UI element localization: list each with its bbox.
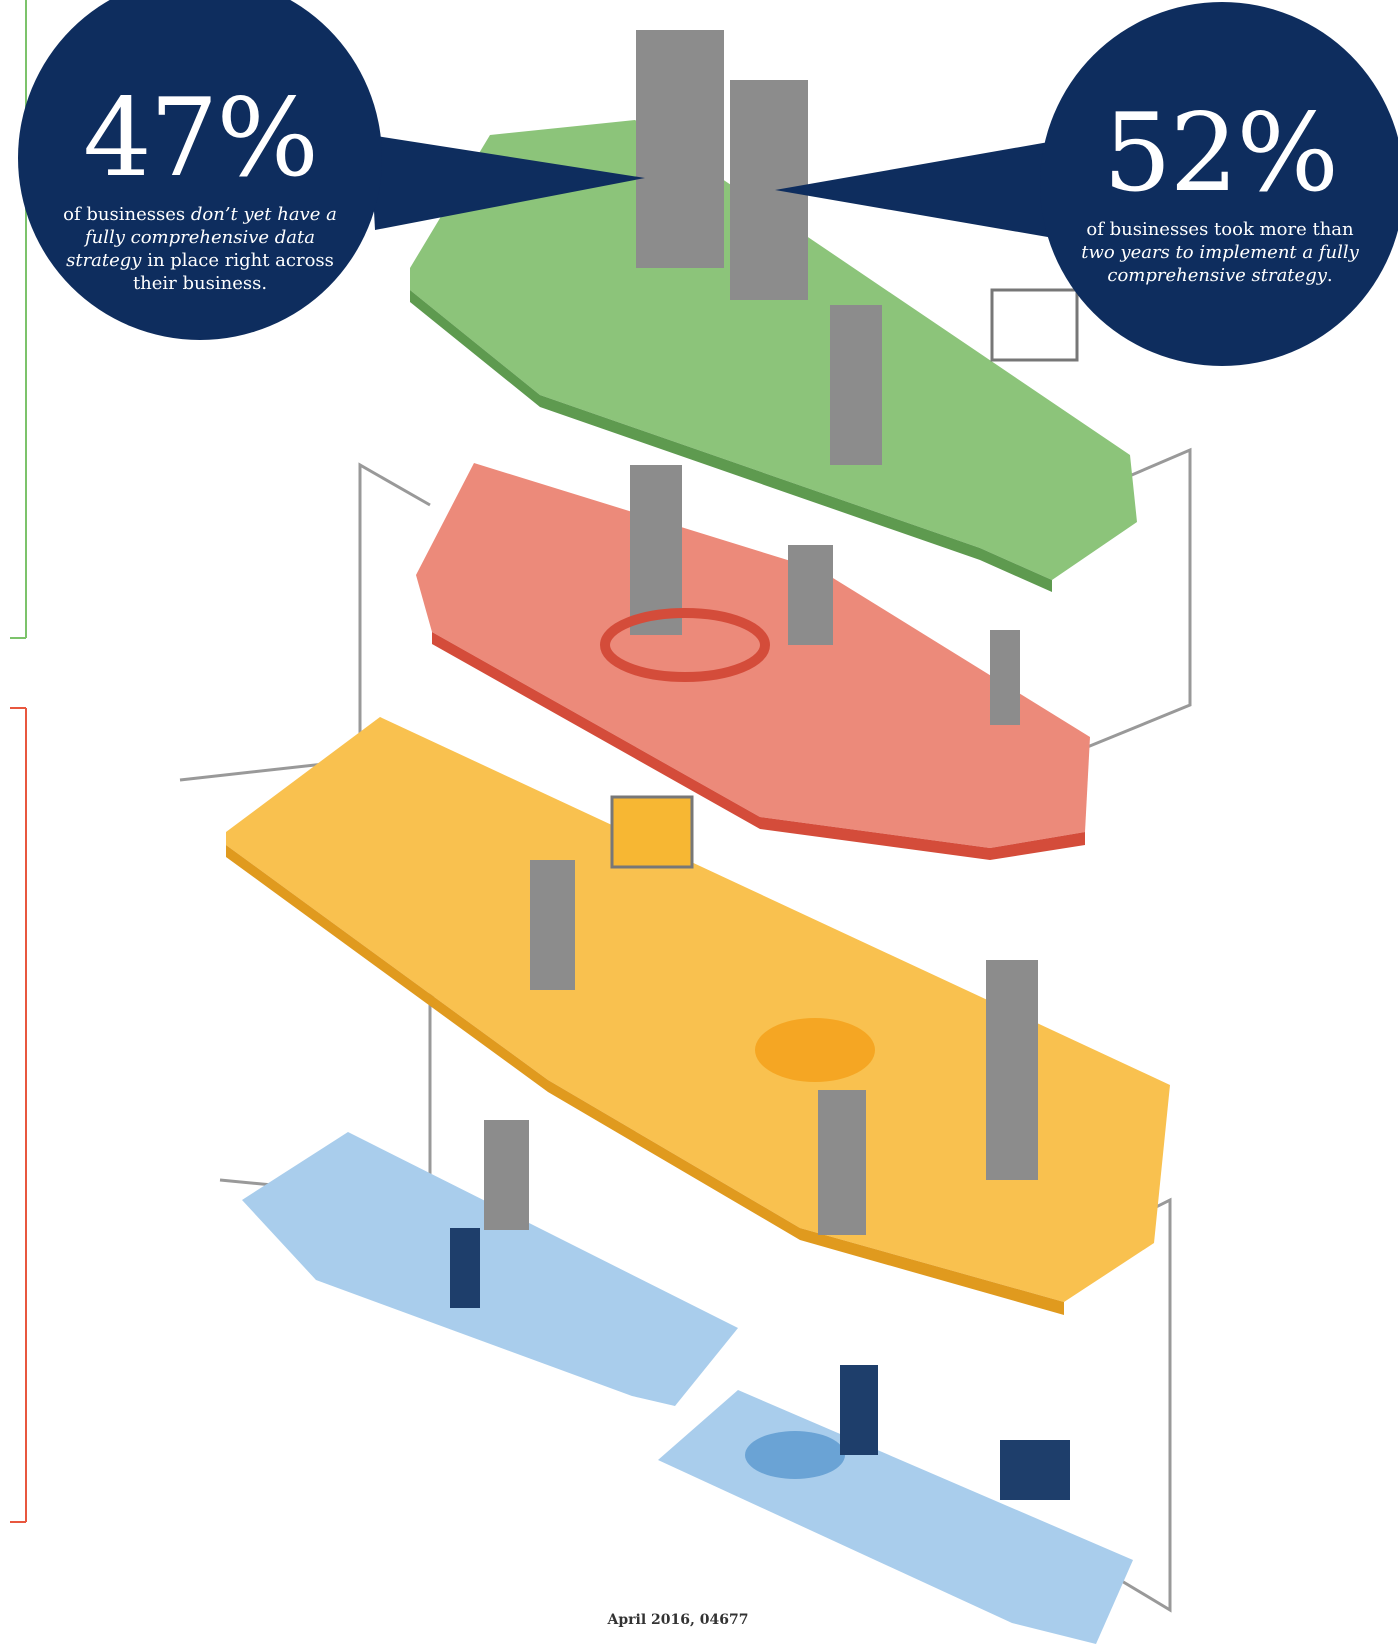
text: of businesses [63, 204, 191, 225]
text: don’t yet have a fully comprehensive dat… [66, 204, 337, 271]
text: two years to implement a fully comprehen… [1081, 242, 1359, 286]
callout: 47% of businesses don’t yet have a fully… [50, 85, 350, 295]
callout: 52% of businesses took more than two yea… [1070, 100, 1370, 287]
stat: 52% [1102, 91, 1339, 216]
callout-bubbles [18, 0, 1398, 366]
text: of businesses took more than [1086, 219, 1354, 240]
text: . [1326, 265, 1333, 286]
footer: April 2016, 04677 [607, 1612, 749, 1628]
buildings [484, 30, 1038, 1235]
decorations [450, 288, 1079, 1500]
stat: 47% [82, 76, 319, 201]
callout-text: of businesses don’t yet have a fully com… [50, 203, 350, 295]
callout-text: of businesses took more than two years t… [1070, 218, 1370, 287]
text: in place right across their business. [132, 250, 334, 294]
